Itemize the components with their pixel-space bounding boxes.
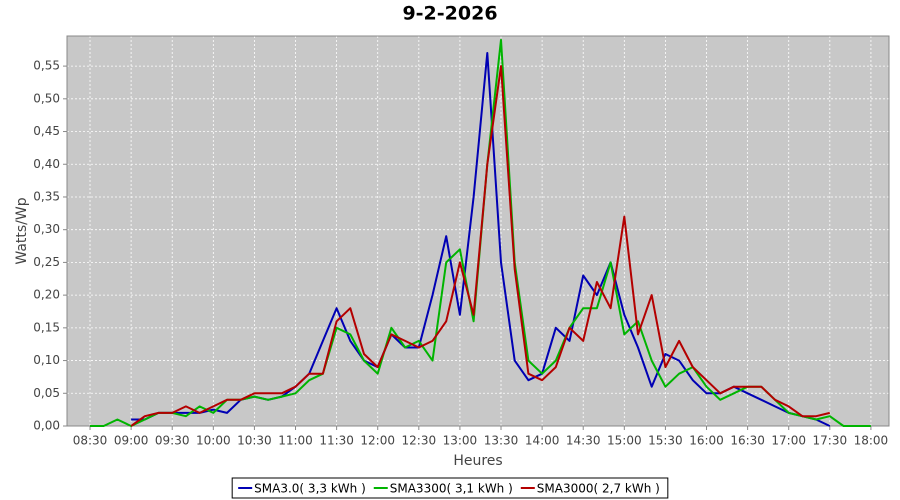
x-tick-label: 14:30: [566, 434, 601, 448]
y-tick-label: 0,25: [33, 255, 60, 269]
x-tick-label: 17:30: [813, 434, 848, 448]
x-tick-label: 18:00: [854, 434, 889, 448]
y-tick-label: 0,50: [33, 91, 60, 105]
x-tick-label: 14:00: [525, 434, 560, 448]
legend-label: SMA3000( 2,7 kWh ): [537, 482, 660, 496]
legend-box: [231, 477, 669, 499]
series-line: [130, 65, 831, 427]
plot-border: [66, 35, 890, 427]
x-tick-label: 15:30: [648, 434, 683, 448]
x-tick-label: 13:00: [443, 434, 478, 448]
x-tick-label: 16:00: [689, 434, 724, 448]
y-tick-label: 0,20: [33, 288, 60, 302]
x-tick-label: 12:00: [360, 434, 395, 448]
y-tick-label: 0,00: [33, 419, 60, 433]
y-tick-label: 0,40: [33, 157, 60, 171]
x-tick-label: 08:30: [73, 434, 108, 448]
legend-label: SMA3300( 3,1 kWh ): [390, 482, 513, 496]
x-axis-label: Heures: [453, 453, 502, 469]
x-tick-label: 15:00: [607, 434, 642, 448]
y-tick-label: 0,55: [33, 59, 60, 73]
x-tick-label: 10:30: [237, 434, 272, 448]
y-axis-label: Watts/Wp: [14, 197, 30, 264]
x-tick-label: 11:00: [278, 434, 313, 448]
x-tick-label: 17:00: [771, 434, 806, 448]
x-tick-label: 13:30: [484, 434, 519, 448]
x-tick-label: 12:30: [402, 434, 437, 448]
x-tick-label: 09:30: [155, 434, 190, 448]
y-tick-label: 0,15: [33, 320, 60, 334]
legend-label: SMA3.0( 3,3 kWh ): [254, 482, 366, 496]
y-tick-label: 0,10: [33, 353, 60, 367]
y-tick-label: 0,45: [33, 124, 60, 138]
chart-title: 9-2-2026: [402, 3, 497, 25]
y-tick-label: 0,30: [33, 222, 60, 236]
x-tick-label: 16:30: [730, 434, 765, 448]
y-tick-label: 0,35: [33, 189, 60, 203]
x-tick-label: 10:00: [196, 434, 231, 448]
plot-area: [67, 36, 889, 426]
x-tick-label: 11:30: [319, 434, 354, 448]
legend: SMA3.0( 3,3 kWh ) SMA3300( 3,1 kWh ) SMA30…: [231, 477, 669, 499]
x-tick-label: 09:00: [114, 434, 149, 448]
y-tick-label: 0,05: [33, 386, 60, 400]
